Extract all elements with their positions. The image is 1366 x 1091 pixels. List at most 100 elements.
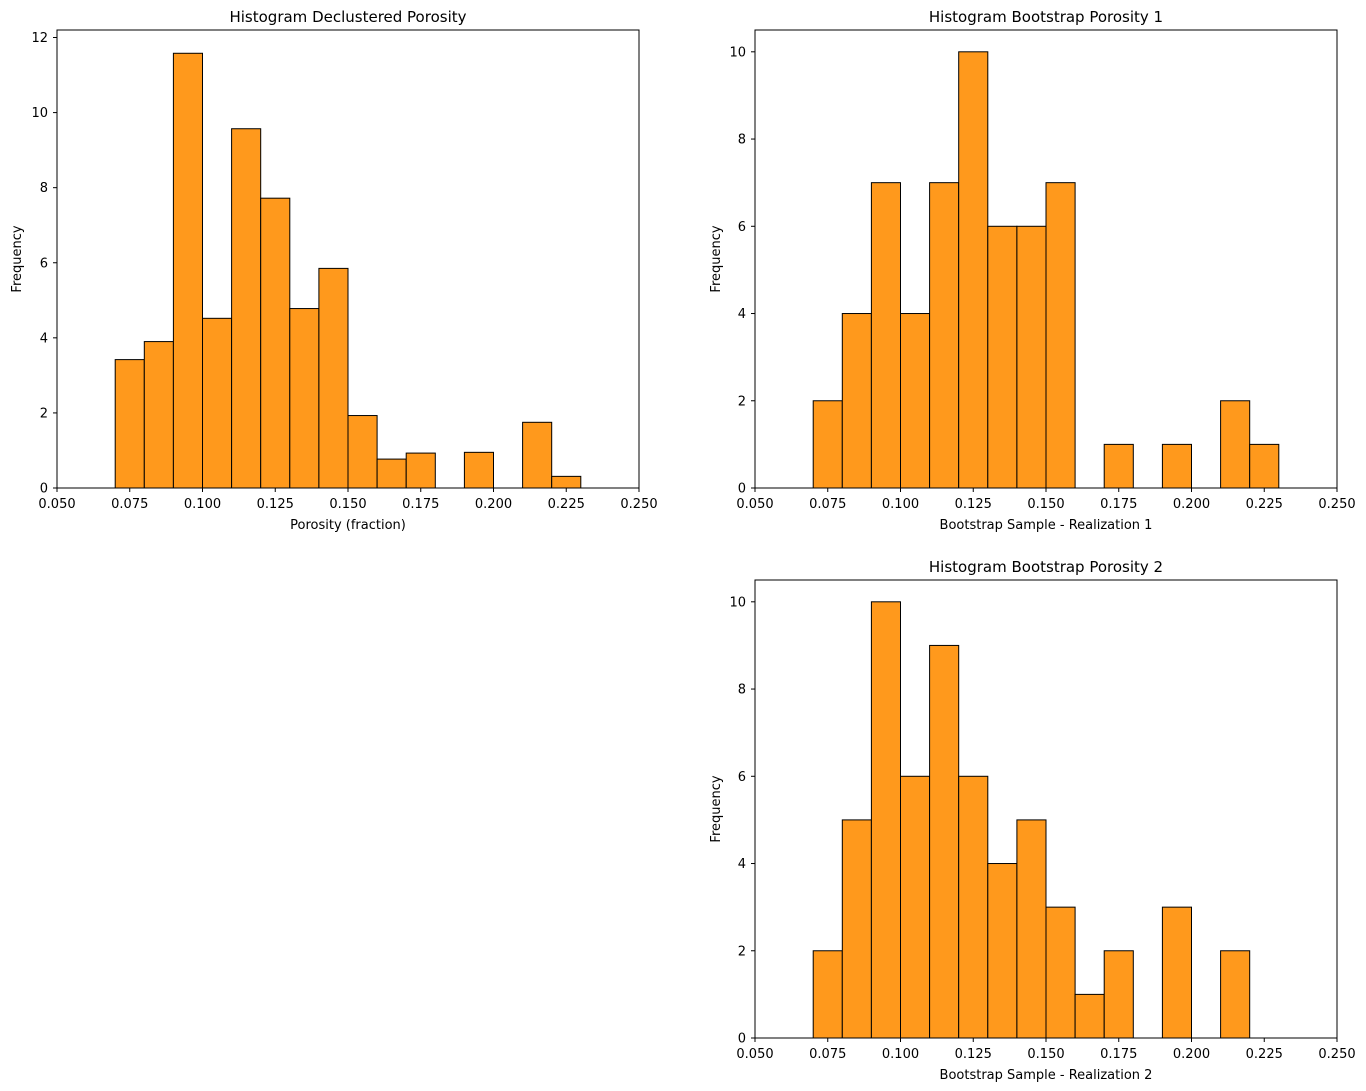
histogram-bar bbox=[231, 128, 262, 489]
y-tick-label: 2 bbox=[738, 944, 746, 959]
x-tick-label: 0.175 bbox=[1100, 1047, 1137, 1062]
x-tick-label: 0.125 bbox=[955, 1047, 992, 1062]
histogram-bar bbox=[1249, 443, 1280, 489]
histogram-bar bbox=[463, 451, 494, 489]
chart-panel-bootstrap-1: Histogram Bootstrap Porosity 1 0.050 0.07… bbox=[709, 8, 1356, 533]
histogram-bar bbox=[900, 313, 931, 489]
chart-panel-declustered: Histogram Declustered Porosity 0.050 0.07… bbox=[10, 8, 658, 533]
histogram-bar bbox=[114, 359, 145, 489]
histogram-bar bbox=[1016, 225, 1047, 489]
x-tick-label: 0.125 bbox=[257, 497, 294, 512]
histogram-bar bbox=[987, 863, 1018, 1039]
y-axis-ticks: 0 2 4 6 8 10 bbox=[729, 595, 755, 1047]
histogram-bar bbox=[143, 341, 174, 489]
x-tick-label: 0.250 bbox=[620, 497, 657, 512]
histogram-bar bbox=[1220, 400, 1251, 489]
x-tick-label: 0.225 bbox=[1246, 1047, 1283, 1062]
x-tick-label: 0.050 bbox=[38, 497, 75, 512]
histogram-bar bbox=[841, 313, 872, 489]
x-tick-label: 0.050 bbox=[736, 1047, 773, 1062]
x-axis-label: Bootstrap Sample - Realization 2 bbox=[940, 1068, 1153, 1083]
y-axis-label: Frequency bbox=[10, 225, 25, 292]
y-tick-label: 2 bbox=[40, 406, 48, 421]
chart-title: Histogram Bootstrap Porosity 1 bbox=[929, 8, 1163, 26]
histogram-bar bbox=[1074, 993, 1105, 1039]
histogram-bar bbox=[551, 475, 582, 489]
x-tick-label: 0.175 bbox=[402, 497, 439, 512]
x-axis-label: Bootstrap Sample - Realization 1 bbox=[940, 518, 1153, 533]
y-tick-label: 6 bbox=[738, 770, 746, 785]
y-tick-label: 10 bbox=[729, 45, 746, 60]
y-tick-label: 4 bbox=[738, 857, 746, 872]
x-tick-label: 0.075 bbox=[809, 1047, 846, 1062]
x-tick-label: 0.075 bbox=[809, 497, 846, 512]
bar-group bbox=[812, 601, 1251, 1039]
chart-title: Histogram Bootstrap Porosity 2 bbox=[929, 558, 1163, 576]
x-axis-ticks: 0.050 0.075 0.100 0.125 0.150 0.175 0.200 0.225… bbox=[38, 488, 658, 512]
y-tick-label: 12 bbox=[31, 31, 48, 46]
y-axis-ticks: 0 2 4 6 8 10 12 bbox=[31, 31, 57, 497]
x-tick-label: 0.100 bbox=[882, 497, 919, 512]
x-tick-label: 0.075 bbox=[111, 497, 148, 512]
histogram-bar bbox=[1161, 443, 1193, 489]
histogram-bar bbox=[987, 225, 1018, 489]
x-tick-label: 0.225 bbox=[1246, 497, 1283, 512]
y-tick-label: 8 bbox=[738, 683, 746, 698]
histogram-bar bbox=[522, 421, 553, 489]
y-tick-label: 4 bbox=[40, 331, 48, 346]
x-tick-label: 0.150 bbox=[1027, 1047, 1064, 1062]
x-tick-label: 0.100 bbox=[184, 497, 221, 512]
y-tick-label: 8 bbox=[738, 133, 746, 148]
histogram-bar bbox=[1103, 950, 1134, 1039]
chart-panel-bootstrap-2: Histogram Bootstrap Porosity 2 0.050 0.07… bbox=[709, 558, 1356, 1083]
x-tick-label: 0.100 bbox=[882, 1047, 919, 1062]
histogram-bar bbox=[841, 819, 872, 1039]
histogram-bar bbox=[172, 52, 203, 489]
histogram-bar bbox=[260, 197, 291, 489]
x-axis-ticks: 0.050 0.075 0.100 0.125 0.150 0.175 0.200 0.225… bbox=[736, 1038, 1356, 1062]
x-tick-label: 0.175 bbox=[1100, 497, 1137, 512]
histogram-bar bbox=[1161, 906, 1193, 1039]
histogram-bar bbox=[870, 601, 902, 1039]
x-tick-label: 0.050 bbox=[736, 497, 773, 512]
histogram-bar bbox=[405, 452, 436, 489]
x-tick-label: 0.225 bbox=[548, 497, 585, 512]
y-tick-label: 6 bbox=[40, 256, 48, 271]
histogram-bar bbox=[929, 182, 960, 489]
x-tick-label: 0.250 bbox=[1318, 497, 1355, 512]
x-axis-label: Porosity (fraction) bbox=[290, 518, 406, 533]
histogram-bar bbox=[1045, 906, 1076, 1039]
histogram-bar bbox=[812, 950, 843, 1039]
x-tick-label: 0.250 bbox=[1318, 1047, 1355, 1062]
histogram-bar bbox=[289, 308, 320, 489]
y-tick-label: 2 bbox=[738, 394, 746, 409]
histogram-bar bbox=[1220, 950, 1251, 1039]
y-tick-label: 10 bbox=[729, 595, 746, 610]
bar-group bbox=[114, 52, 582, 489]
x-tick-label: 0.150 bbox=[329, 497, 366, 512]
y-tick-label: 0 bbox=[40, 482, 48, 497]
x-axis-ticks: 0.050 0.075 0.100 0.125 0.150 0.175 0.200 0.225… bbox=[736, 488, 1356, 512]
y-tick-label: 0 bbox=[738, 482, 746, 497]
x-tick-label: 0.200 bbox=[1173, 1047, 1210, 1062]
histogram-bar bbox=[1103, 443, 1134, 489]
y-tick-label: 4 bbox=[738, 307, 746, 322]
histogram-bar bbox=[318, 267, 349, 489]
histogram-bar bbox=[870, 182, 902, 489]
y-tick-label: 10 bbox=[31, 106, 48, 121]
histogram-bar bbox=[929, 644, 960, 1039]
histogram-bar bbox=[202, 317, 233, 489]
histogram-bar bbox=[376, 458, 407, 489]
histogram-bar bbox=[900, 775, 931, 1039]
y-axis-label: Frequency bbox=[709, 225, 724, 292]
histogram-bar bbox=[812, 400, 843, 489]
chart-title: Histogram Declustered Porosity bbox=[229, 8, 466, 26]
histogram-bar bbox=[958, 775, 989, 1039]
x-tick-label: 0.200 bbox=[1173, 497, 1210, 512]
y-axis-ticks: 0 2 4 6 8 10 bbox=[729, 45, 755, 497]
x-tick-label: 0.125 bbox=[955, 497, 992, 512]
x-tick-label: 0.150 bbox=[1027, 497, 1064, 512]
y-tick-label: 6 bbox=[738, 220, 746, 235]
